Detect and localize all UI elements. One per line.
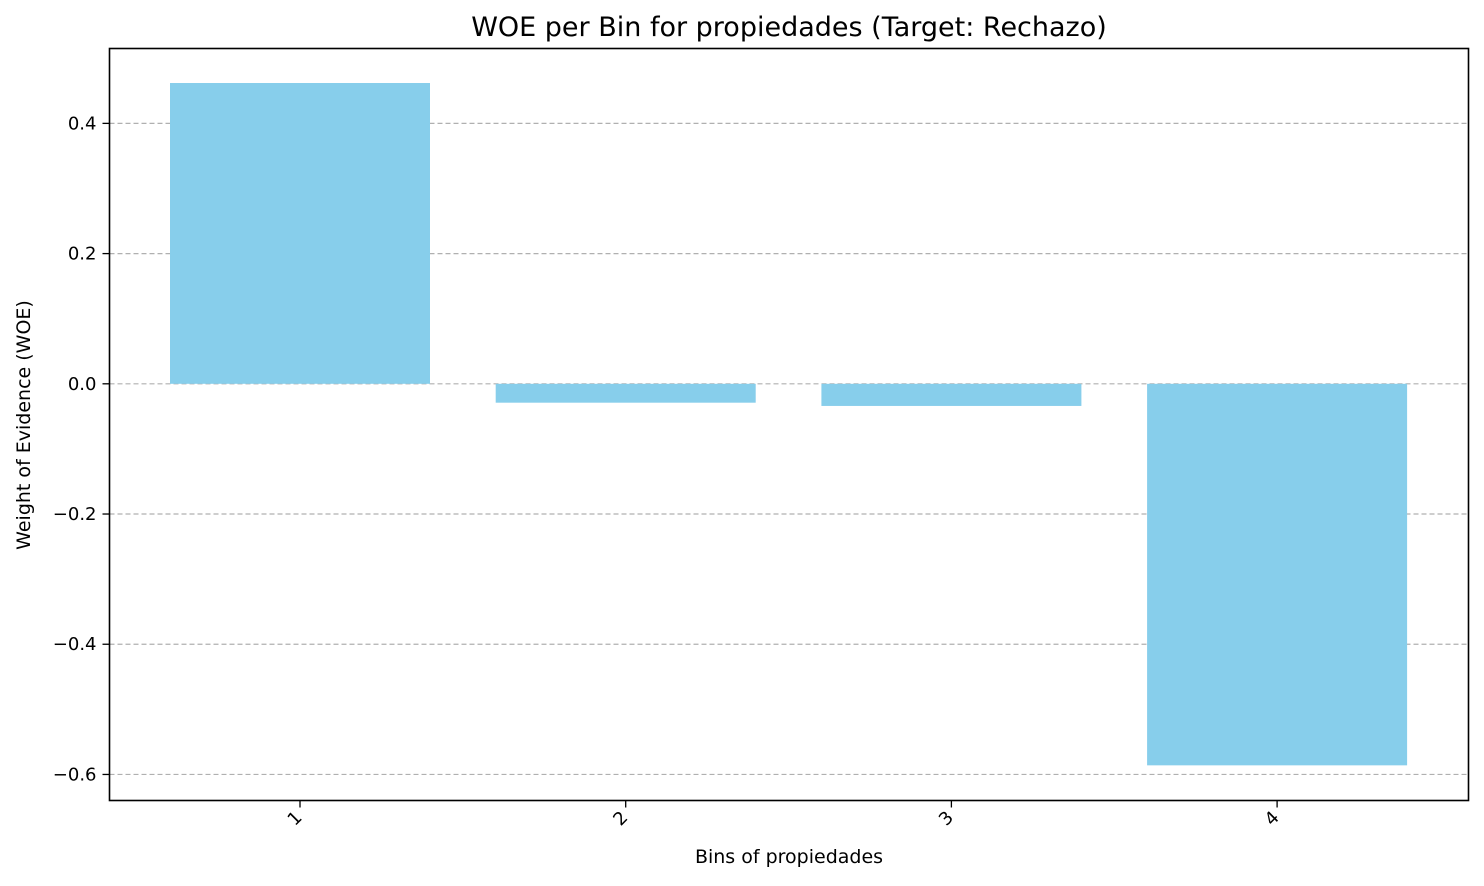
bars — [170, 83, 1408, 766]
x-axis-label: Bins of propiedades — [695, 846, 883, 868]
x-tick-label: 3 — [935, 807, 958, 830]
x-tick-label: 1 — [284, 807, 307, 830]
bar-2 — [495, 383, 756, 403]
chart-title: WOE per Bin for propiedades (Target: Rec… — [471, 12, 1107, 43]
x-tick-label: 2 — [609, 807, 632, 830]
y-tick-label: −0.6 — [53, 764, 97, 785]
x-axis-ticks: 1 2 3 4 — [284, 800, 1284, 830]
y-tick-label: −0.2 — [53, 504, 97, 525]
x-tick-label: 4 — [1261, 807, 1284, 830]
plot-frame — [108, 47, 1470, 802]
y-tick-label: −0.4 — [53, 634, 97, 655]
bar-3 — [821, 383, 1082, 406]
y-axis-label: Weight of Evidence (WOE) — [13, 300, 35, 550]
bar-1 — [170, 83, 430, 384]
y-tick-label: 0.0 — [68, 374, 97, 395]
y-tick-label: 0.2 — [68, 244, 97, 265]
y-axis-ticks: 0.4 0.2 0.0 −0.2 −0.4 −0.6 — [53, 113, 110, 785]
bar-4 — [1147, 383, 1408, 766]
y-tick-label: 0.4 — [68, 113, 97, 134]
